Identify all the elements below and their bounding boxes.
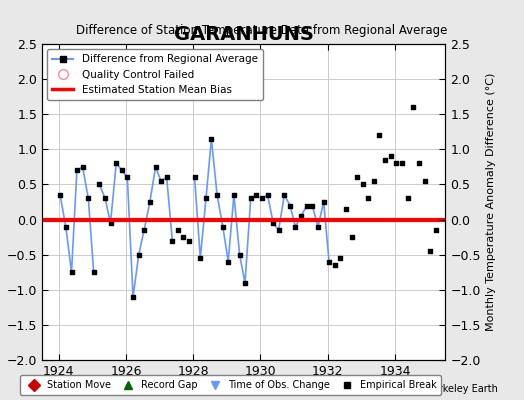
Point — [129, 294, 137, 300]
Point — [269, 220, 277, 226]
Point — [347, 234, 356, 240]
Point — [264, 192, 272, 198]
Point — [336, 255, 345, 261]
Point — [241, 280, 249, 286]
Point — [358, 181, 367, 188]
Point — [414, 160, 423, 166]
Point — [196, 255, 204, 261]
Point — [162, 174, 171, 181]
Point — [101, 195, 110, 202]
Point — [190, 174, 199, 181]
Legend: Difference from Regional Average, Quality Control Failed, Estimated Station Mean: Difference from Regional Average, Qualit… — [47, 49, 263, 100]
Point — [56, 192, 64, 198]
Point — [331, 262, 339, 268]
Point — [246, 195, 255, 202]
Point — [224, 258, 232, 265]
Point — [420, 178, 429, 184]
Point — [398, 160, 406, 166]
Point — [67, 269, 75, 276]
Point — [252, 192, 260, 198]
Point — [325, 258, 333, 265]
Point — [280, 192, 289, 198]
Point — [179, 234, 188, 240]
Point — [381, 157, 389, 163]
Point — [135, 252, 143, 258]
Point — [140, 227, 148, 233]
Point — [314, 223, 322, 230]
Point — [207, 136, 215, 142]
Point — [342, 206, 350, 212]
Point — [403, 195, 412, 202]
Point — [431, 227, 440, 233]
Title: GARANHUNS: GARANHUNS — [174, 25, 313, 44]
Text: Berkeley Earth: Berkeley Earth — [426, 384, 498, 394]
Point — [213, 192, 221, 198]
Point — [106, 220, 115, 226]
Point — [353, 174, 362, 181]
Point — [202, 195, 210, 202]
Point — [62, 223, 70, 230]
Y-axis label: Monthly Temperature Anomaly Difference (°C): Monthly Temperature Anomaly Difference (… — [486, 73, 496, 331]
Point — [370, 178, 378, 184]
Point — [291, 223, 300, 230]
Point — [84, 195, 93, 202]
Point — [173, 227, 182, 233]
Point — [235, 252, 244, 258]
Text: Difference of Station Temperature Data from Regional Average: Difference of Station Temperature Data f… — [77, 24, 447, 37]
Point — [409, 104, 417, 110]
Point — [146, 199, 154, 205]
Point — [168, 238, 177, 244]
Point — [320, 199, 328, 205]
Point — [230, 192, 238, 198]
Point — [185, 238, 193, 244]
Point — [79, 164, 87, 170]
Point — [112, 160, 121, 166]
Point — [375, 132, 384, 138]
Point — [308, 202, 316, 209]
Point — [73, 167, 81, 174]
Point — [387, 153, 395, 160]
Point — [275, 227, 283, 233]
Point — [425, 248, 434, 254]
Point — [297, 213, 305, 219]
Point — [95, 181, 104, 188]
Point — [151, 164, 160, 170]
Legend: Station Move, Record Gap, Time of Obs. Change, Empirical Break: Station Move, Record Gap, Time of Obs. C… — [20, 376, 441, 395]
Point — [303, 202, 311, 209]
Point — [392, 160, 400, 166]
Point — [364, 195, 373, 202]
Point — [157, 178, 165, 184]
Point — [90, 269, 98, 276]
Point — [118, 167, 126, 174]
Point — [123, 174, 132, 181]
Point — [258, 195, 266, 202]
Point — [286, 202, 294, 209]
Point — [219, 223, 227, 230]
